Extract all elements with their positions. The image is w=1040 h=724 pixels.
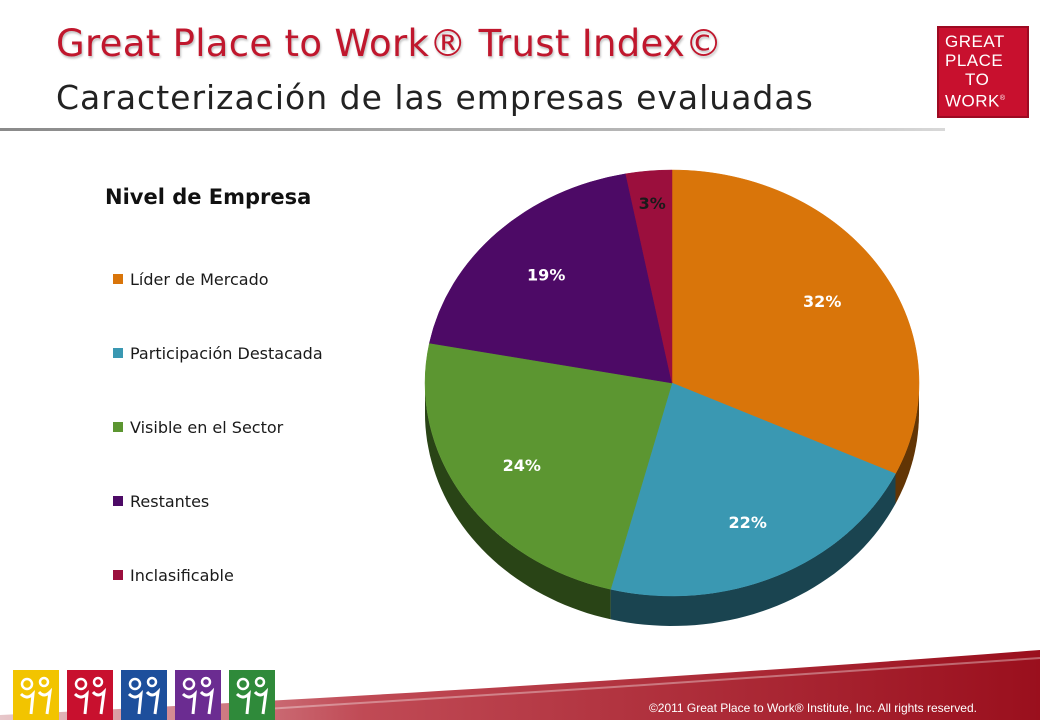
legend-item: Líder de Mercado [113, 270, 269, 289]
pie-data-label: 32% [803, 292, 841, 311]
legend-swatch [113, 348, 123, 358]
pie-slice [429, 173, 673, 384]
pie-slice-side [895, 383, 919, 504]
title-divider [0, 128, 945, 131]
copyright-text: ©2011 Great Place to Work® Institute, In… [648, 701, 977, 715]
page-subtitle: Caracterización de las empresas evaluada… [56, 78, 814, 117]
pie-slice-side [610, 473, 896, 626]
pie-data-label: 24% [503, 456, 541, 475]
purple-people-icon [175, 670, 221, 720]
pie-slice [610, 382, 896, 597]
great-place-to-work-logo: GREAT PLACE TO WORK® [937, 26, 1029, 118]
chart-title: Nivel de Empresa [105, 185, 312, 209]
pie-data-label: 22% [729, 513, 767, 532]
red-people-icon [67, 670, 113, 720]
pie-chart: 32% 22% 24% 19% 3% [424, 169, 920, 626]
logo-line-to: TO [965, 70, 990, 89]
legend-item: Inclasificable [113, 566, 234, 585]
legend-label: Líder de Mercado [130, 270, 269, 289]
legend-label: Visible en el Sector [130, 418, 284, 437]
legend-item: Visible en el Sector [113, 418, 283, 437]
legend-label: Participación Destacada [130, 344, 323, 363]
logo-line-great: GREAT [945, 32, 1005, 51]
legend-label: Restantes [130, 492, 210, 511]
legend-item: Participación Destacada [113, 344, 323, 363]
legend-swatch [113, 274, 123, 284]
logo-line-place: PLACE [945, 51, 1004, 70]
green-people-icon [229, 670, 275, 720]
pie-data-label: 19% [527, 266, 565, 285]
pie-slice [625, 169, 673, 384]
legend-swatch [113, 496, 123, 506]
pie-slice-side [425, 383, 611, 620]
logo-line-work: WORK® [945, 91, 1006, 111]
legend-swatch [113, 570, 123, 580]
pie-slice [671, 169, 920, 475]
legend-item: Restantes [113, 492, 209, 511]
legend-label: Inclasificable [130, 566, 234, 585]
page-title: Great Place to Work® Trust Index© [56, 22, 723, 65]
blue-people-icon [121, 670, 167, 720]
pie-data-label: 3% [639, 194, 666, 213]
legend-swatch [113, 422, 123, 432]
yellow-people-icon [13, 670, 59, 720]
pie-slice [424, 342, 673, 590]
